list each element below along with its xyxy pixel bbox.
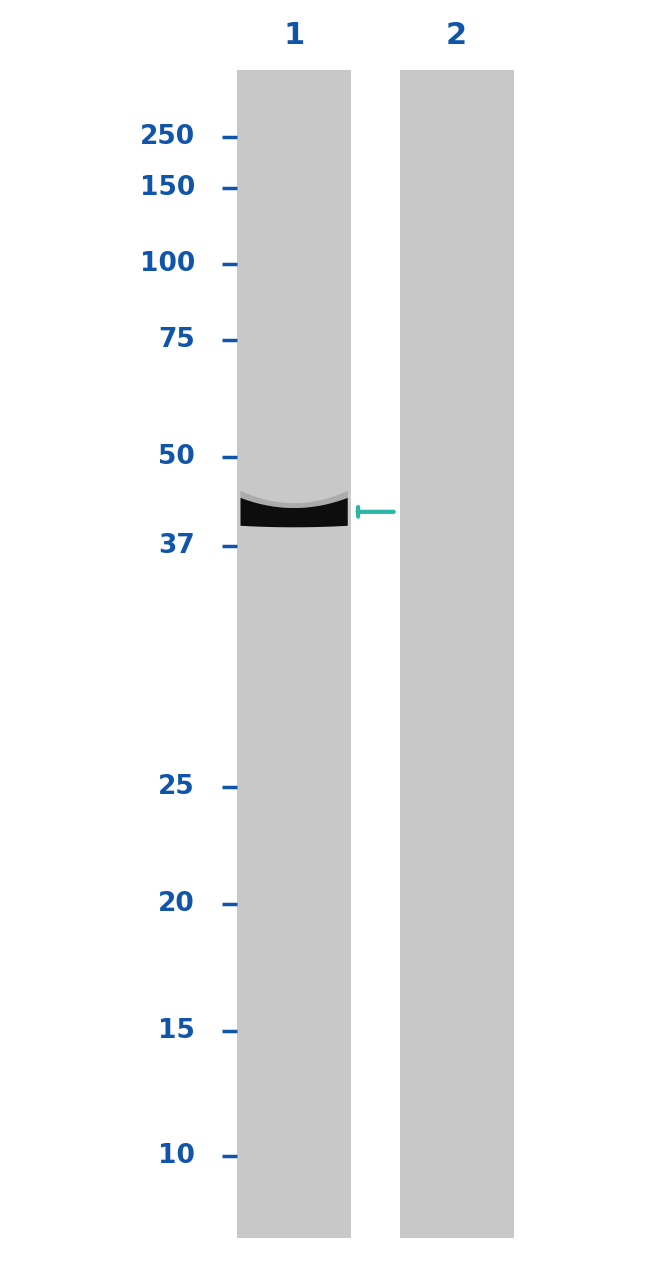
Polygon shape [240, 491, 348, 508]
Text: 150: 150 [140, 175, 195, 201]
Text: 250: 250 [140, 124, 195, 150]
Text: 50: 50 [158, 444, 195, 470]
Text: 37: 37 [158, 533, 195, 559]
Text: 15: 15 [158, 1019, 195, 1044]
Text: 2: 2 [446, 22, 467, 50]
Text: 10: 10 [158, 1143, 195, 1168]
Text: 75: 75 [158, 328, 195, 353]
Polygon shape [240, 498, 348, 527]
Text: 100: 100 [140, 251, 195, 277]
Bar [400, 70, 514, 1238]
Text: 20: 20 [158, 892, 195, 917]
Bar [237, 70, 351, 1238]
Text: 25: 25 [158, 775, 195, 800]
Text: 1: 1 [283, 22, 304, 50]
